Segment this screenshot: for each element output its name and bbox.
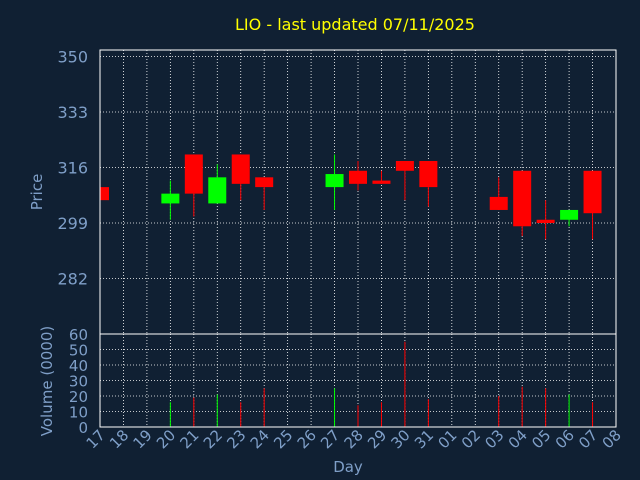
x-tick-label: 06 xyxy=(552,426,578,452)
candle-body xyxy=(184,154,203,194)
candle-27 xyxy=(325,154,344,210)
x-axis-label: Day xyxy=(333,458,363,476)
price-grid xyxy=(100,50,616,334)
candle-30 xyxy=(395,160,414,201)
candle-body xyxy=(419,160,438,188)
candle-29 xyxy=(372,170,391,184)
x-tick-label: 08 xyxy=(599,426,625,452)
candle-body xyxy=(372,180,391,184)
candle-body xyxy=(560,209,579,220)
x-tick-label: 31 xyxy=(411,426,437,452)
candle-body xyxy=(536,219,555,224)
candle-23 xyxy=(231,154,250,201)
x-tick-label: 02 xyxy=(458,426,484,452)
price-y-ticks: 350 333 316 299 282 xyxy=(57,48,88,289)
x-tick-label: 26 xyxy=(294,426,320,452)
x-tick-label: 03 xyxy=(481,426,507,452)
candle-20 xyxy=(161,180,180,220)
volume-tick-label: 20 xyxy=(69,388,88,406)
price-tick-label: 350 xyxy=(57,48,88,67)
candle-body xyxy=(489,196,508,210)
price-tick-label: 282 xyxy=(57,270,88,289)
candle-03 xyxy=(489,177,508,210)
x-tick-label: 29 xyxy=(364,426,390,452)
candle-body xyxy=(255,177,274,188)
chart-title: LIO - last updated 07/11/2025 xyxy=(235,15,475,34)
price-axis-label: Price xyxy=(28,174,46,211)
candle-31 xyxy=(419,160,438,207)
x-tick-label: 01 xyxy=(434,426,460,452)
volume-tick-label: 0 xyxy=(78,419,88,437)
candle-body xyxy=(208,177,227,204)
candle-07 xyxy=(583,170,602,240)
volume-axis-label: Volume (0000) xyxy=(38,326,56,436)
candle-body xyxy=(395,160,414,171)
candle-body xyxy=(349,170,367,184)
panel-frames xyxy=(99,49,617,428)
volume-tick-label: 30 xyxy=(69,373,88,391)
candle-body xyxy=(513,170,532,227)
x-tick-label: 24 xyxy=(247,426,273,452)
candles xyxy=(100,154,602,240)
x-tick-label: 21 xyxy=(176,426,202,452)
candle-17 xyxy=(100,187,109,201)
candle-21 xyxy=(184,154,203,217)
x-tick-label: 25 xyxy=(270,426,296,452)
candle-24 xyxy=(255,177,274,210)
volume-tick-label: 10 xyxy=(69,404,88,422)
candle-04 xyxy=(513,170,532,237)
x-tick-label: 18 xyxy=(106,426,132,452)
candle-body xyxy=(583,170,602,214)
candle-05 xyxy=(536,200,555,240)
x-tick-label: 22 xyxy=(200,426,226,452)
volume-tick-label: 60 xyxy=(69,326,88,344)
candle-28 xyxy=(349,160,367,191)
x-tick-label: 30 xyxy=(388,426,414,452)
candle-body xyxy=(325,174,344,188)
x-tick-label: 27 xyxy=(317,426,343,452)
candle-06 xyxy=(560,209,579,227)
x-tick-label: 19 xyxy=(130,426,156,452)
candle-body xyxy=(231,154,250,184)
x-tick-label: 04 xyxy=(505,426,531,452)
candle-body xyxy=(100,187,109,201)
price-tick-label: 299 xyxy=(57,214,88,233)
price-tick-label: 333 xyxy=(57,103,88,122)
x-tick-label: 23 xyxy=(223,426,249,452)
x-tick-label: 05 xyxy=(528,426,554,452)
x-tick-label: 28 xyxy=(341,426,367,452)
price-tick-label: 316 xyxy=(57,159,88,178)
x-ticks: 1718192021222324252627282930310102030405… xyxy=(83,426,625,452)
x-tick-label: 20 xyxy=(153,426,179,452)
x-tick-label: 07 xyxy=(575,426,601,452)
candle-body xyxy=(161,193,180,204)
volume-panel-frame xyxy=(99,333,617,428)
volume-tick-label: 40 xyxy=(69,357,88,375)
candle-22 xyxy=(208,164,227,204)
volume-tick-label: 50 xyxy=(69,342,88,360)
volume-bars xyxy=(169,341,594,427)
